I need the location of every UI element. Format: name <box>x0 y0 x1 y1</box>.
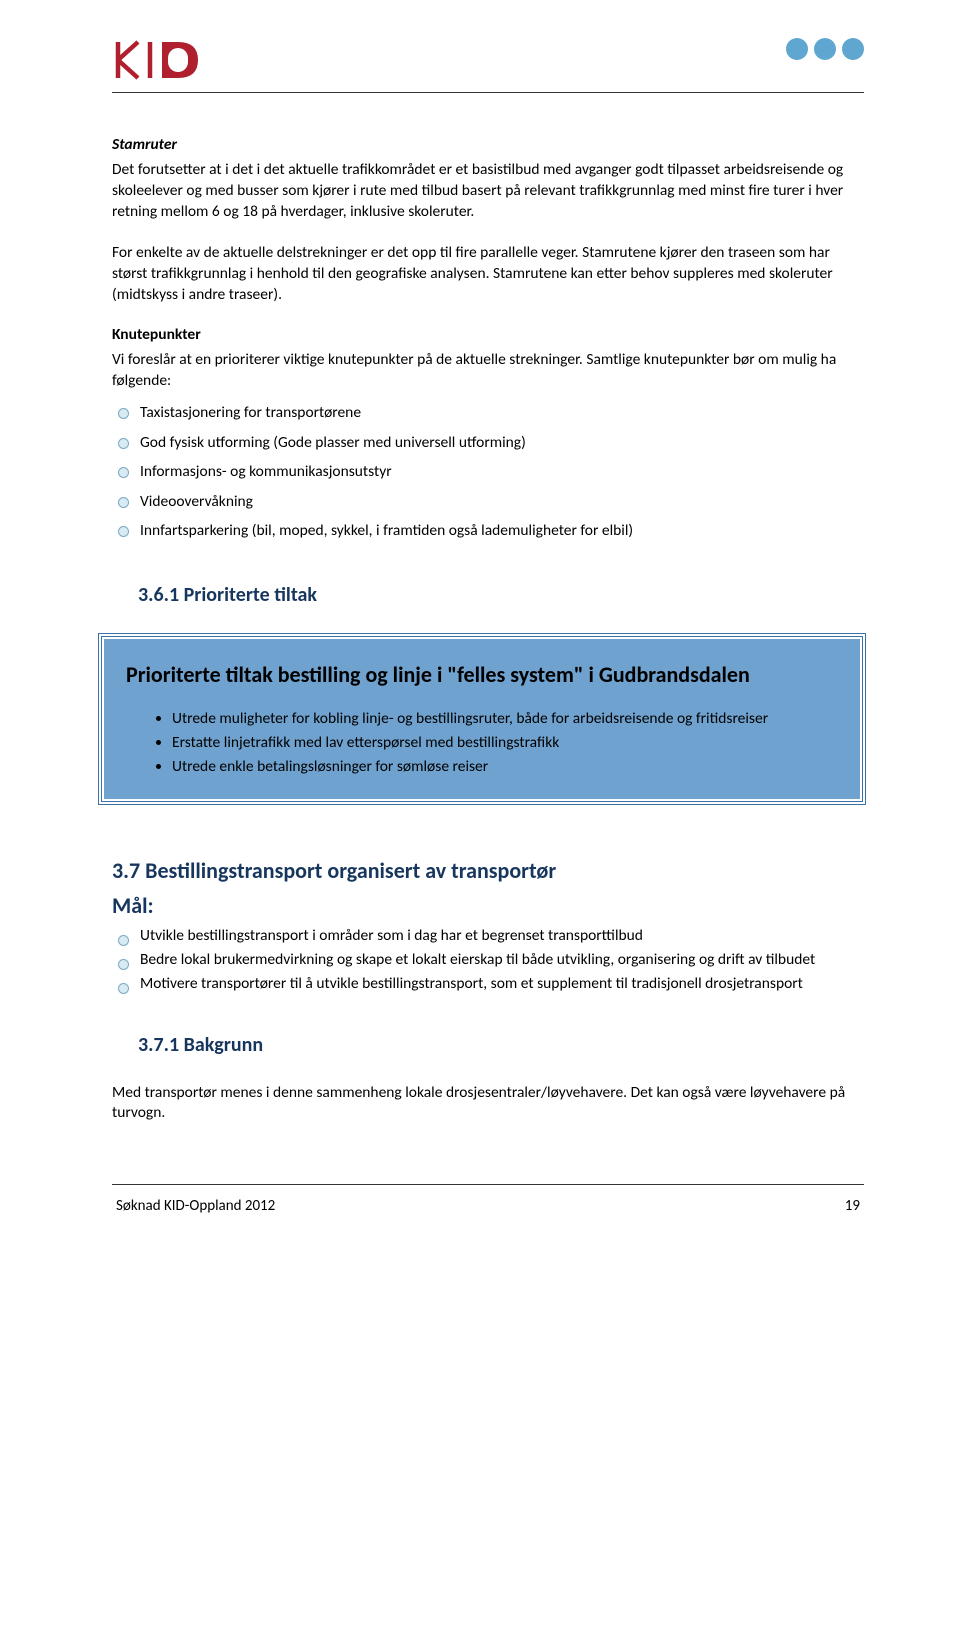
stamruter-p2: For enkelte av de aktuelle delstrekninge… <box>112 243 864 306</box>
list-item: Utrede muligheter for kobling linje- og … <box>172 708 838 730</box>
footer-rule <box>112 1184 864 1185</box>
bakgrunn-paragraph: Med transportør menes i denne sammenheng… <box>112 1083 864 1125</box>
stamruter-heading: Stamruter <box>112 135 864 156</box>
list-item: Utvikle bestillingstransport i områder s… <box>140 925 864 947</box>
footer-page-number: 19 <box>845 1197 860 1215</box>
body-content: Stamruter Det forutsetter at i det i det… <box>112 135 864 1124</box>
knutepunkter-block: Knutepunkter Vi foreslår at en prioriter… <box>112 325 864 545</box>
dot-icon <box>814 38 836 60</box>
priority-box-list: Utrede muligheter for kobling linje- og … <box>126 708 838 777</box>
knutepunkter-p1: Vi foreslår at en prioriterer viktige kn… <box>112 350 864 392</box>
page-footer: Søknad KID-Oppland 2012 19 <box>112 1197 864 1215</box>
list-item: Utrede enkle betalingsløsninger for søml… <box>172 756 838 778</box>
list-item: Innfartsparkering (bil, moped, sykkel, i… <box>140 516 864 545</box>
list-item: Informasjons- og kommunikasjonsutstyr <box>140 457 864 486</box>
priority-box: Prioriterte tiltak bestilling og linje i… <box>104 639 860 799</box>
mal-list: Utvikle bestillingstransport i områder s… <box>112 925 864 994</box>
page-header <box>112 38 864 82</box>
list-item: Videoovervåkning <box>140 487 864 516</box>
priority-box-outer: Prioriterte tiltak bestilling og linje i… <box>98 633 866 805</box>
knutepunkter-list: Taxistasjonering for transportørene God … <box>112 398 864 545</box>
mal-heading: Mål: <box>112 892 864 919</box>
kid-logo <box>112 38 222 82</box>
header-rule <box>112 92 864 93</box>
header-dots <box>786 38 864 60</box>
heading-3-7: 3.7 Bestillingstransport organisert av t… <box>112 857 864 884</box>
stamruter-p1: Det forutsetter at i det i det aktuelle … <box>112 160 864 223</box>
list-item: God fysisk utforming (Gode plasser med u… <box>140 428 864 457</box>
kid-logo-svg <box>112 38 222 82</box>
footer-left: Søknad KID-Oppland 2012 <box>116 1197 275 1215</box>
document-page: Stamruter Det forutsetter at i det i det… <box>0 0 960 1641</box>
dot-icon <box>786 38 808 60</box>
list-item: Motivere transportører til å utvikle bes… <box>140 973 864 995</box>
stamruter-p2-block: For enkelte av de aktuelle delstrekninge… <box>112 243 864 306</box>
list-item: Bedre lokal brukermedvirkning og skape e… <box>140 949 864 971</box>
list-item: Taxistasjonering for transportørene <box>140 398 864 427</box>
heading-3-7-1: 3.7.1 Bakgrunn <box>138 1033 864 1057</box>
knutepunkter-heading: Knutepunkter <box>112 325 864 346</box>
dot-icon <box>842 38 864 60</box>
stamruter-block: Stamruter Det forutsetter at i det i det… <box>112 135 864 223</box>
heading-3-6-1: 3.6.1 Prioriterte tiltak <box>138 583 864 607</box>
priority-box-title: Prioriterte tiltak bestilling og linje i… <box>126 661 838 688</box>
list-item: Erstatte linjetrafikk med lav etterspørs… <box>172 732 838 754</box>
